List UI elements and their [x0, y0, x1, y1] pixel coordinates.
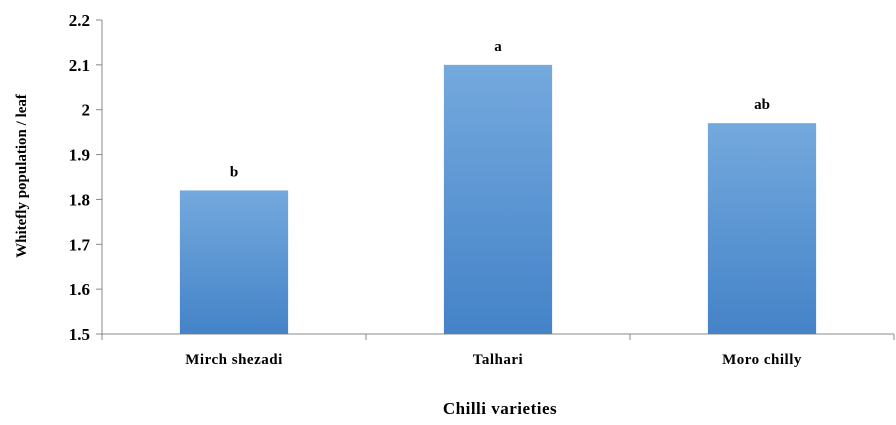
x-axis-title: Chilli varieties [443, 399, 557, 418]
bar [443, 64, 553, 334]
y-tick-label: 1.7 [69, 235, 91, 254]
y-tick-label: 1.9 [69, 146, 90, 165]
y-tick-label: 1.8 [69, 190, 90, 209]
bar [707, 123, 817, 335]
data-label: a [494, 39, 502, 55]
y-tick-label: 2.1 [69, 56, 90, 75]
x-tick-label: Talhari [473, 352, 523, 368]
data-label: b [230, 164, 238, 180]
y-axis-title: Whitefly population / leaf [14, 93, 30, 258]
x-tick-label: Mirch shezadi [185, 352, 282, 368]
y-tick-label: 2.2 [69, 11, 90, 30]
y-tick-label: 2 [82, 101, 91, 120]
bar [179, 190, 289, 334]
y-tick-label: 1.5 [69, 325, 90, 344]
data-label: ab [754, 97, 770, 113]
y-tick-label: 1.6 [69, 280, 90, 299]
labels: 1.5 1.6 1.7 1.8 1.9 2 2.1 2.2 b Mirch shezadi a Tal… [69, 11, 802, 368]
bars [179, 64, 817, 335]
x-tick-label: Moro chilly [722, 352, 802, 368]
